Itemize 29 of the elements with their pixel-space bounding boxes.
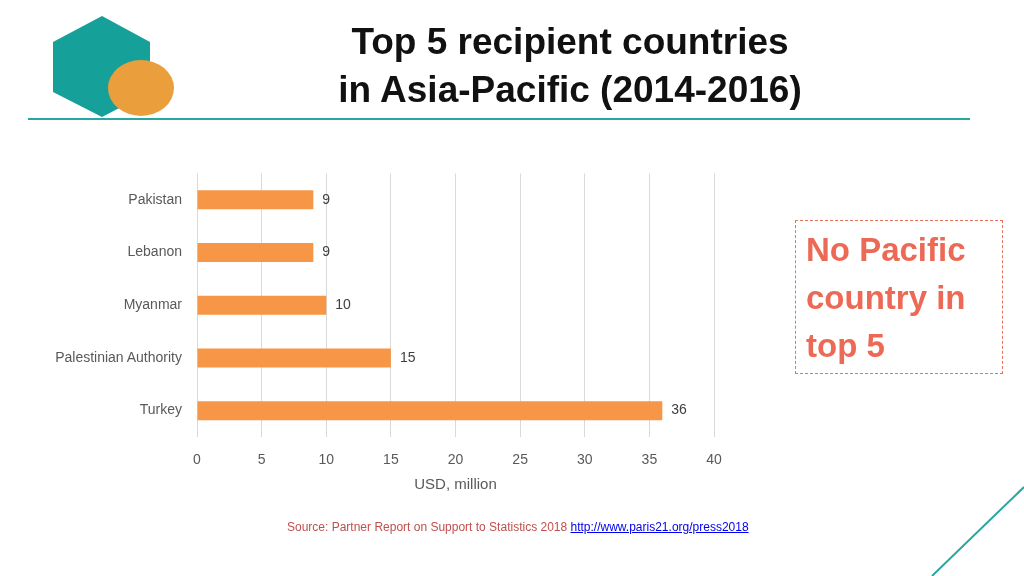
x-tick-label: 35 [641, 451, 658, 468]
bar [197, 190, 314, 210]
y-tick-label: Pakistan [128, 190, 182, 207]
x-tick-label: 15 [383, 451, 399, 468]
bar [197, 295, 327, 315]
x-tick-label: 0 [193, 451, 202, 468]
y-tick-label: Myanmar [123, 296, 183, 313]
y-tick-label: Lebanon [127, 243, 182, 260]
x-axis-title: USD, million [414, 475, 497, 493]
x-tick-label: 10 [318, 451, 335, 468]
text: http://www.paris21.org/press2018 [570, 520, 749, 534]
source-note: Source: Partner Report on Support to Statistics 2018 [287, 520, 568, 534]
data-label: 9 [322, 243, 331, 260]
data-label: 15 [399, 348, 416, 365]
x-tick-label: 5 [257, 451, 266, 468]
chart-title: Top 5 recipient countries in Asia-Pacific (2014-2016) [337, 20, 803, 112]
y-tick-label: Palestinian Authority [55, 348, 182, 365]
bar [197, 348, 391, 368]
x-tick-label: 20 [447, 451, 464, 468]
x-tick-label: 25 [512, 451, 529, 468]
data-label: 10 [335, 296, 352, 313]
x-tick-label: 30 [576, 451, 593, 468]
bar [197, 401, 663, 421]
bar [197, 242, 314, 262]
data-label: 36 [671, 401, 688, 418]
data-label: 9 [322, 190, 331, 207]
y-tick-label: Turkey [139, 401, 182, 418]
x-tick-label: 40 [706, 451, 722, 468]
text: No Pacific country in top 5 [806, 230, 967, 366]
